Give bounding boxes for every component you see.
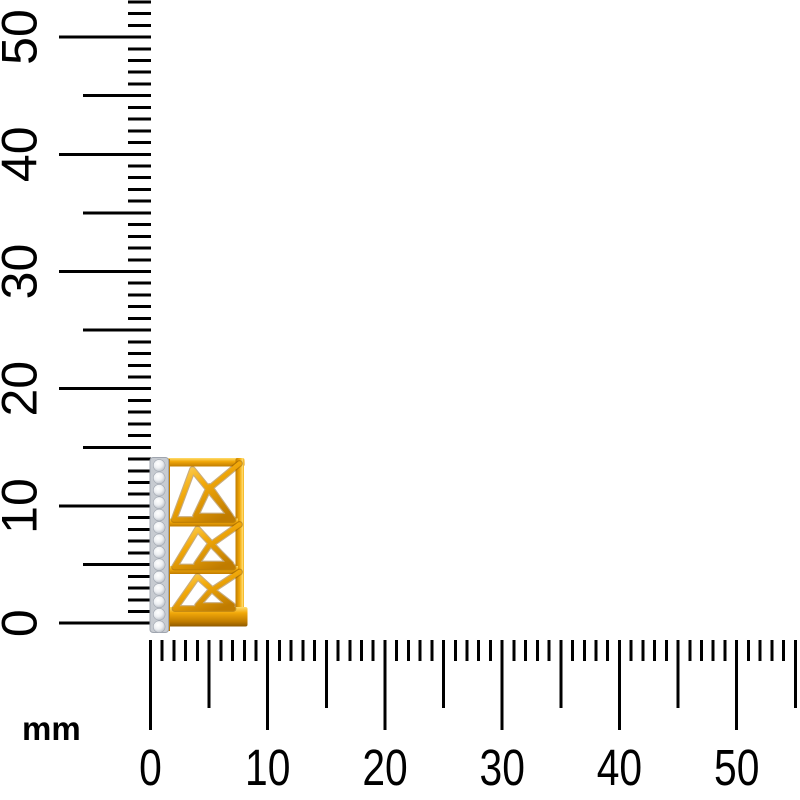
diamond-stone — [153, 533, 166, 547]
pendant-image — [149, 457, 248, 633]
frame-top-bar — [167, 458, 245, 467]
diamond-stone — [153, 471, 166, 485]
diamond-stone — [153, 570, 166, 584]
triangle-motifs — [170, 460, 243, 612]
frame-right-bar — [235, 458, 244, 626]
diamond-stone — [153, 620, 166, 633]
diamond-stone — [153, 521, 166, 534]
diamond-stone — [153, 484, 166, 497]
diamond-stone — [153, 558, 166, 571]
diamond-bar — [149, 457, 170, 633]
diamond-stone — [153, 508, 166, 522]
v-ruler-label: 40 — [0, 126, 48, 182]
h-ruler-label: 10 — [245, 739, 290, 796]
diamond-stone — [153, 608, 166, 621]
diamond-stone — [153, 546, 166, 559]
diamond-stone — [153, 595, 166, 609]
v-ruler-label: 30 — [0, 244, 48, 300]
v-ruler-label: 50 — [0, 9, 48, 65]
diamond-stone — [153, 583, 166, 596]
v-ruler-label: 20 — [0, 361, 48, 417]
h-ruler-label: 30 — [480, 739, 525, 796]
h-ruler-label: 0 — [139, 739, 162, 796]
h-ruler-label: 40 — [597, 739, 642, 796]
unit-label: mm — [22, 710, 81, 747]
h-ruler-label: 50 — [714, 739, 759, 796]
h-ruler-label: 20 — [362, 739, 407, 796]
v-ruler-label: 0 — [0, 609, 48, 637]
diamond-stone — [153, 459, 166, 472]
v-ruler-label: 10 — [0, 478, 48, 534]
diamond-stone — [153, 496, 166, 509]
